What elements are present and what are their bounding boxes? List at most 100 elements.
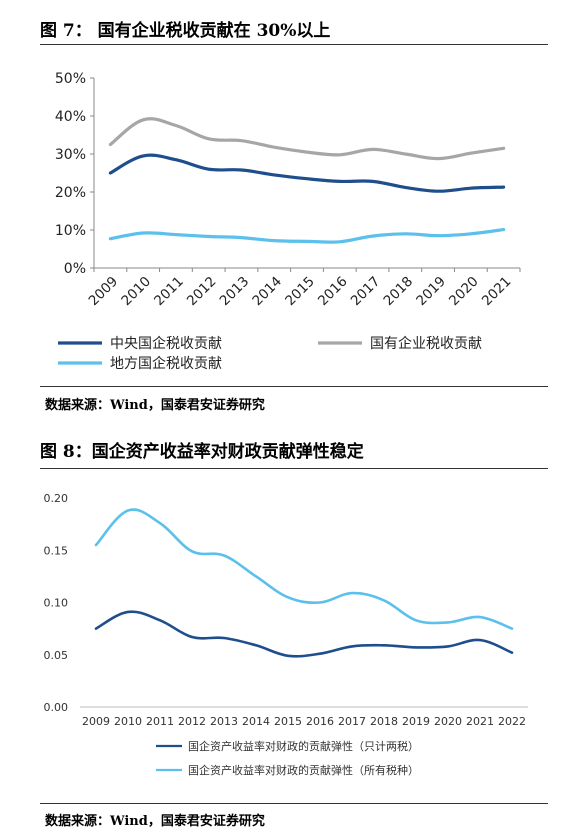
data-point: [502, 186, 505, 188]
data-point: [287, 596, 289, 599]
y-tick-label: 0.20: [44, 492, 69, 505]
data-point: [159, 619, 161, 622]
data-point: [191, 550, 193, 553]
data-point: [415, 646, 417, 649]
x-tick-label: 2009: [82, 715, 110, 728]
x-tick-label: 2013: [217, 274, 253, 310]
data-point: [469, 232, 472, 235]
figure-7-bottom-rule: [40, 386, 548, 387]
data-point: [479, 639, 481, 641]
data-point: [127, 509, 129, 512]
x-tick-label: 2020: [446, 274, 482, 310]
data-point: [159, 522, 161, 524]
data-point: [273, 146, 276, 149]
data-point: [338, 180, 341, 183]
data-point: [502, 147, 505, 150]
x-tick-label: 2017: [338, 715, 366, 728]
y-tick-label: 30%: [55, 147, 86, 163]
figure-8-title: 图 8：国企资产收益率对财政贡献弹性稳定: [40, 442, 364, 462]
data-point: [273, 239, 276, 242]
data-point: [223, 554, 225, 557]
data-point: [127, 611, 129, 613]
y-tick-label: 40%: [55, 109, 86, 125]
y-tick-label: 0.10: [44, 597, 69, 610]
figure-7-top-rule: [40, 44, 548, 45]
data-point: [437, 234, 439, 237]
x-tick-label: 2010: [114, 715, 142, 728]
data-point: [371, 235, 374, 237]
data-point: [95, 544, 97, 546]
data-point: [383, 644, 385, 647]
data-point: [142, 155, 145, 157]
data-point: [223, 637, 225, 639]
data-point: [383, 599, 385, 602]
data-point: [351, 592, 353, 594]
y-tick-label: 0.05: [44, 649, 69, 662]
data-point: [207, 168, 210, 171]
figure-8-top-rule: [40, 468, 548, 469]
data-point: [175, 158, 177, 161]
legend-label: 地方国企税收贡献: [110, 355, 222, 372]
data-point: [306, 240, 308, 243]
legend-label: 国有企业税收贡献: [370, 335, 482, 352]
x-tick-label: 2017: [348, 274, 384, 310]
x-tick-label: 2012: [178, 715, 206, 728]
data-point: [319, 601, 321, 604]
legend-label: 国企资产收益率对财政的贡献弹性（所有税种）: [188, 763, 419, 777]
data-point: [479, 616, 481, 618]
figure-8-bottom-rule: [40, 803, 548, 804]
data-point: [511, 651, 513, 654]
data-point: [371, 148, 374, 151]
x-tick-label: 2014: [242, 715, 270, 728]
data-point: [240, 169, 243, 171]
x-tick-label: 2010: [118, 274, 154, 310]
y-tick-label: 0%: [64, 261, 86, 277]
figure-7-source: 数据来源：Wind，国泰君安证券研究: [45, 398, 265, 413]
x-tick-label: 2011: [151, 274, 187, 310]
data-point: [404, 232, 407, 235]
x-tick-label: 2013: [210, 715, 238, 728]
data-point: [207, 137, 210, 140]
data-point: [415, 619, 417, 622]
data-point: [469, 187, 472, 190]
data-point: [319, 652, 321, 655]
data-point: [404, 186, 407, 189]
x-tick-label: 2016: [315, 274, 351, 310]
data-point: [437, 190, 439, 193]
data-point: [255, 644, 257, 647]
data-point: [191, 636, 193, 638]
figure-7-title: 图 7： 国有企业税收贡献在 30%以上: [40, 21, 331, 41]
data-point: [404, 153, 407, 155]
x-tick-label: 2015: [274, 715, 302, 728]
y-tick-label: 0.00: [44, 701, 69, 714]
data-point: [109, 143, 112, 146]
x-tick-label: 2019: [402, 715, 430, 728]
y-tick-label: 0.15: [44, 544, 69, 557]
data-point: [109, 172, 112, 174]
data-point: [240, 139, 243, 142]
data-point: [109, 237, 112, 240]
y-tick-label: 10%: [55, 223, 86, 239]
data-point: [240, 236, 243, 239]
data-point: [338, 153, 341, 156]
x-tick-label: 2009: [86, 274, 122, 310]
x-tick-label: 2015: [282, 274, 318, 310]
x-tick-label: 2019: [413, 274, 449, 310]
data-point: [273, 174, 276, 176]
legend-label: 国企资产收益率对财政的贡献弹性（只计两税）: [188, 739, 419, 753]
data-point: [351, 645, 353, 648]
data-point: [255, 575, 257, 578]
x-tick-label: 2020: [434, 715, 462, 728]
x-tick-label: 2022: [498, 715, 526, 728]
x-tick-label: 2018: [381, 274, 417, 310]
data-point: [207, 235, 210, 238]
x-tick-label: 2021: [466, 715, 494, 728]
data-point: [371, 180, 374, 183]
y-tick-label: 20%: [55, 185, 86, 201]
data-point: [142, 232, 145, 234]
chart-tax-contribution: 0%10%20%30%40%50%20092010201120122013201…: [55, 71, 521, 372]
chart-return-elasticity: 0.00 0.05 0.10 0.15 0.20 2009 2010 2011 2012 2013…: [44, 492, 528, 777]
data-point: [437, 157, 439, 160]
data-point: [175, 124, 177, 127]
data-point: [447, 621, 449, 624]
